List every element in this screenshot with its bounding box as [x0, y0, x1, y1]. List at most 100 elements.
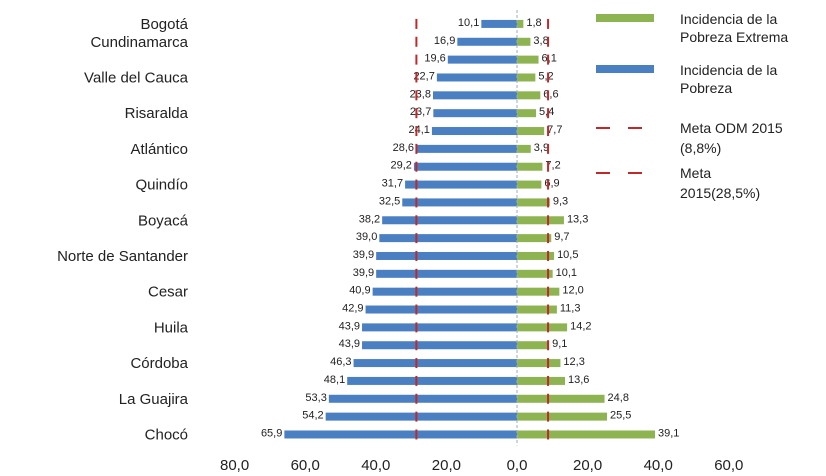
bar-pobreza	[376, 251, 517, 260]
label-pobreza: 10,1	[458, 17, 479, 29]
bar-extrema	[517, 198, 550, 207]
bar-pobreza	[325, 412, 517, 421]
category-label: La Guajira	[119, 391, 189, 408]
label-pobreza: 46,3	[330, 356, 351, 368]
legend-swatch-pobreza	[596, 65, 654, 73]
bar-extrema	[517, 251, 555, 260]
label-pobreza: 48,1	[324, 374, 345, 386]
bar-pobreza	[431, 127, 517, 136]
category-label: Córdoba	[130, 355, 188, 372]
label-pobreza: 28,6	[393, 142, 414, 154]
bar-pobreza	[347, 376, 517, 385]
label-extrema: 10,1	[556, 267, 577, 279]
bar-pobreza	[382, 216, 517, 225]
x-tick-label: 60,0	[714, 457, 743, 474]
bar-pobreza	[433, 109, 517, 118]
bar-pobreza	[402, 198, 517, 207]
label-extrema: 6,9	[544, 178, 559, 190]
x-tick-label: 80,0	[220, 457, 249, 474]
label-extrema: 3,9	[534, 142, 549, 154]
label-extrema: 12,0	[562, 285, 583, 297]
category-label: Quindío	[135, 177, 188, 194]
bar-pobreza	[379, 234, 517, 243]
bar-pobreza	[457, 37, 517, 46]
bar-extrema	[517, 55, 539, 64]
bar-extrema	[517, 323, 568, 332]
category-label: Boyacá	[138, 212, 189, 229]
bar-extrema	[517, 144, 531, 153]
bar-pobreza	[405, 180, 517, 189]
label-pobreza: 31,7	[382, 178, 403, 190]
bar-pobreza	[328, 394, 517, 403]
legend-swatch-extrema	[596, 14, 654, 22]
label-pobreza: 54,2	[302, 410, 323, 422]
label-pobreza: 40,9	[349, 285, 370, 297]
bar-extrema	[517, 127, 545, 136]
bar-pobreza	[284, 430, 517, 439]
label-extrema: 7,7	[547, 124, 562, 136]
bar-pobreza	[362, 341, 517, 350]
bar-extrema	[517, 412, 608, 421]
bar-pobreza	[365, 305, 517, 314]
x-tick-label: 40,0	[361, 457, 390, 474]
label-pobreza: 16,9	[434, 35, 455, 47]
bar-extrema	[517, 91, 541, 100]
label-pobreza: 23,8	[410, 88, 431, 100]
category-label: Atlántico	[130, 141, 188, 158]
bar-pobreza	[362, 323, 517, 332]
bar-pobreza	[416, 144, 517, 153]
x-tick-label: 60,0	[291, 457, 320, 474]
bar-extrema	[517, 37, 531, 46]
label-pobreza: 39,9	[353, 249, 374, 261]
label-pobreza: 19,6	[424, 53, 445, 65]
bar-pobreza	[353, 359, 517, 368]
bar-extrema	[517, 376, 566, 385]
bar-extrema	[517, 305, 557, 314]
bar-extrema	[517, 394, 605, 403]
label-extrema: 5,4	[539, 106, 554, 118]
label-pobreza: 29,2	[391, 160, 412, 172]
bar-extrema	[517, 430, 656, 439]
label-extrema: 11,3	[560, 303, 581, 315]
label-extrema: 13,6	[568, 374, 589, 386]
label-pobreza: 22,7	[413, 70, 434, 82]
label-extrema: 39,1	[658, 427, 679, 439]
bar-extrema	[517, 109, 537, 118]
label-extrema: 1,8	[526, 17, 541, 29]
bar-pobreza	[376, 269, 517, 278]
label-pobreza: 43,9	[339, 320, 360, 332]
label-extrema: 12,3	[563, 356, 584, 368]
category-label: Cundinamarca	[90, 34, 188, 51]
plot-area: 10,1 1,8 Bogotá 16,9 3,8 Cundinamarca 19,6 6,1 2…	[57, 10, 743, 474]
bar-pobreza	[372, 287, 517, 296]
category-label: Norte de Santander	[57, 248, 188, 265]
bar-pobreza	[447, 55, 517, 64]
bar-extrema	[517, 19, 524, 28]
label-extrema: 13,3	[567, 213, 588, 225]
bar-extrema	[517, 162, 543, 171]
legend-label-pobreza: Incidencia de la Pobreza	[680, 62, 778, 96]
label-pobreza: 32,5	[379, 195, 400, 207]
category-label: Chocó	[145, 426, 188, 443]
legend-label-extrema: Incidencia de la Pobreza Extrema	[680, 11, 788, 45]
bar-extrema	[517, 73, 536, 82]
category-label: Cesar	[148, 284, 188, 301]
legend-label-meta-odm: Meta ODM 2015 (8,8%)	[680, 120, 783, 156]
category-label: Huila	[154, 319, 189, 336]
bar-pobreza	[481, 19, 517, 28]
label-pobreza: 43,9	[339, 338, 360, 350]
bar-extrema	[517, 234, 552, 243]
x-tick-label: 20,0	[432, 457, 461, 474]
bar-extrema	[517, 269, 553, 278]
category-label: Risaralda	[125, 105, 189, 122]
label-extrema: 9,7	[554, 231, 569, 243]
category-label: Bogotá	[140, 16, 188, 33]
label-pobreza: 42,9	[342, 303, 363, 315]
label-extrema: 9,1	[552, 338, 567, 350]
legend-label-meta-2015: Meta 2015(28,5%)	[680, 165, 760, 201]
legend: Incidencia de la Pobreza Extrema Incidenci…	[596, 11, 788, 201]
label-pobreza: 24,1	[409, 124, 430, 136]
bar-extrema	[517, 287, 560, 296]
bar-extrema	[517, 180, 542, 189]
